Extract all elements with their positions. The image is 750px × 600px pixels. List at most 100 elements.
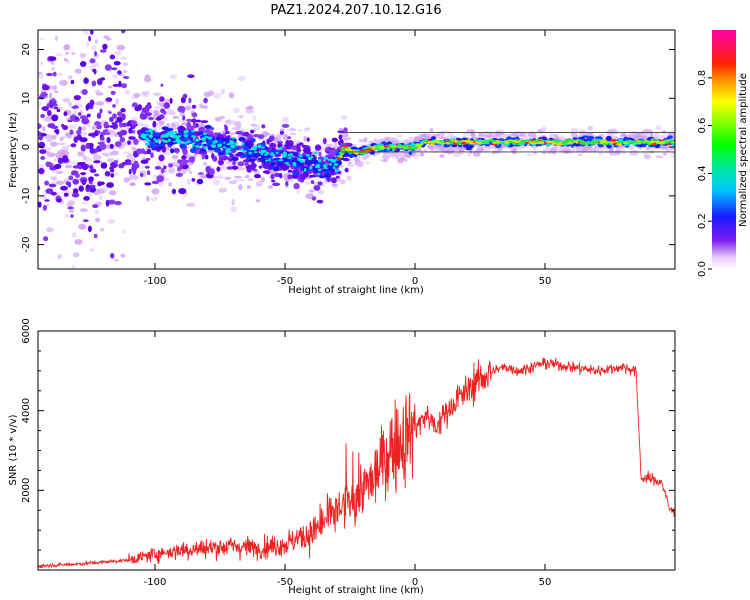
spectrogram-cell [38, 123, 42, 129]
spectrogram-cell [163, 102, 170, 109]
spectrogram-cell [71, 192, 80, 198]
spectrogram-x-axis-label: Height of straight line (km) [288, 285, 424, 296]
spectrogram-cell [607, 129, 615, 134]
colorbar-tick-label: 0.4 [697, 165, 708, 181]
spectrogram-cell [260, 158, 267, 163]
spectrogram-cell [324, 173, 332, 178]
spectrogram-cell [341, 131, 349, 138]
spectrogram-cell [146, 148, 151, 155]
spectrogram-cell [95, 101, 105, 106]
spectrogram-cell [61, 145, 68, 150]
spectrogram-cell [210, 127, 215, 131]
spectrogram-cell [415, 152, 422, 157]
spectrogram-cell [260, 152, 264, 156]
spectrogram-cell [74, 116, 80, 121]
spectrogram-cell [324, 170, 330, 175]
spectrogram-cell [191, 130, 196, 133]
spectrogram-cell [503, 134, 509, 138]
spectrogram-cell [229, 206, 238, 213]
spectrogram-frame [37, 29, 676, 270]
spectrogram-cell [253, 151, 258, 154]
spectrogram-cell [118, 80, 122, 88]
spectrogram-cell [176, 141, 182, 145]
spectrogram-cell [222, 146, 227, 149]
spectrogram-cell [45, 161, 53, 167]
spectrogram-cell [226, 143, 231, 146]
spectrogram-cell [38, 101, 42, 108]
spectrogram-cell [278, 159, 284, 162]
spectrogram-cell [213, 92, 222, 99]
spectrogram-cell [217, 152, 225, 155]
spectrogram-cell [79, 52, 87, 59]
spectrogram-cell [56, 180, 65, 185]
spectrogram-cell [131, 119, 135, 126]
spectrogram-cell [318, 151, 322, 157]
spectrogram-cell [109, 116, 114, 123]
spectrogram-cell [293, 182, 300, 190]
spectrogram-cell [429, 128, 434, 132]
spectrogram-cell [311, 196, 317, 201]
spectrogram-cell [176, 137, 180, 141]
spectrogram-cell [186, 121, 191, 129]
spectrogram-cell [81, 89, 88, 95]
spectrogram-cell [597, 144, 604, 148]
spectrogram-cell [105, 97, 113, 102]
spectrogram-cell [276, 141, 284, 144]
spectrogram-cell [72, 165, 80, 169]
spectrogram-cell [309, 165, 313, 170]
spectrogram-cell [255, 180, 263, 187]
spectrogram-cell [228, 92, 235, 99]
spectrogram-cell [327, 165, 333, 169]
spectrogram-cell [108, 190, 117, 196]
spectrogram-cell [241, 142, 245, 145]
spectrogram-cell [65, 52, 70, 55]
spectrogram-cell [99, 108, 103, 114]
spectrogram-cell [60, 80, 66, 86]
spectrogram-cell [532, 146, 536, 150]
spectrogram-cell [231, 136, 236, 140]
spectrogram-cell [356, 161, 365, 168]
spectrogram-cell [50, 67, 55, 71]
spectrogram-cell [652, 133, 660, 138]
spectrogram-cell [469, 149, 473, 154]
spectrogram-cell [570, 127, 579, 134]
spectrogram-cell [107, 157, 115, 163]
spectrogram-cell [282, 164, 289, 171]
spectrogram-cell [301, 144, 307, 148]
spectrogram-cell [188, 156, 196, 163]
spectrogram-cell [111, 150, 119, 156]
spectrogram-cell [94, 61, 99, 65]
spectrogram-cell [68, 75, 73, 80]
spectrogram-cell [327, 177, 331, 181]
spectrogram-cell [244, 174, 250, 179]
spectrogram-cell [132, 168, 136, 175]
spectrogram-cell [168, 182, 172, 187]
spectrogram-cell [198, 122, 204, 129]
spectrogram-cell [40, 91, 48, 98]
spectrogram-cell [96, 124, 102, 130]
spectrogram-cell [257, 144, 262, 149]
spectrogram-cell [78, 185, 84, 192]
spectrogram-cell [73, 252, 80, 258]
spectrogram-cell [88, 35, 92, 42]
spectrogram-cell [279, 146, 283, 150]
spectrogram-cell [587, 126, 594, 131]
spectrogram-cell [104, 171, 111, 177]
spectrogram-cell [462, 132, 467, 139]
spectrogram-cell [93, 68, 97, 75]
spectrogram-cell [112, 74, 118, 79]
spectrogram-cell [377, 145, 385, 149]
spectrogram-cell [390, 145, 397, 148]
spectrogram-cell [629, 149, 639, 156]
spectrogram-cell [70, 79, 75, 85]
spectrogram-cell [519, 132, 524, 137]
spectrogram-cell [307, 156, 312, 161]
spectrogram-cell [59, 137, 64, 142]
spectrogram-cell [57, 157, 64, 164]
spectrogram-cell [150, 152, 154, 159]
spectrogram-cell [203, 136, 210, 139]
spectrogram-cell [202, 161, 208, 167]
spectrogram-cell [309, 174, 318, 178]
spectrogram-cell [177, 166, 181, 172]
spectrogram-cell [144, 130, 150, 133]
